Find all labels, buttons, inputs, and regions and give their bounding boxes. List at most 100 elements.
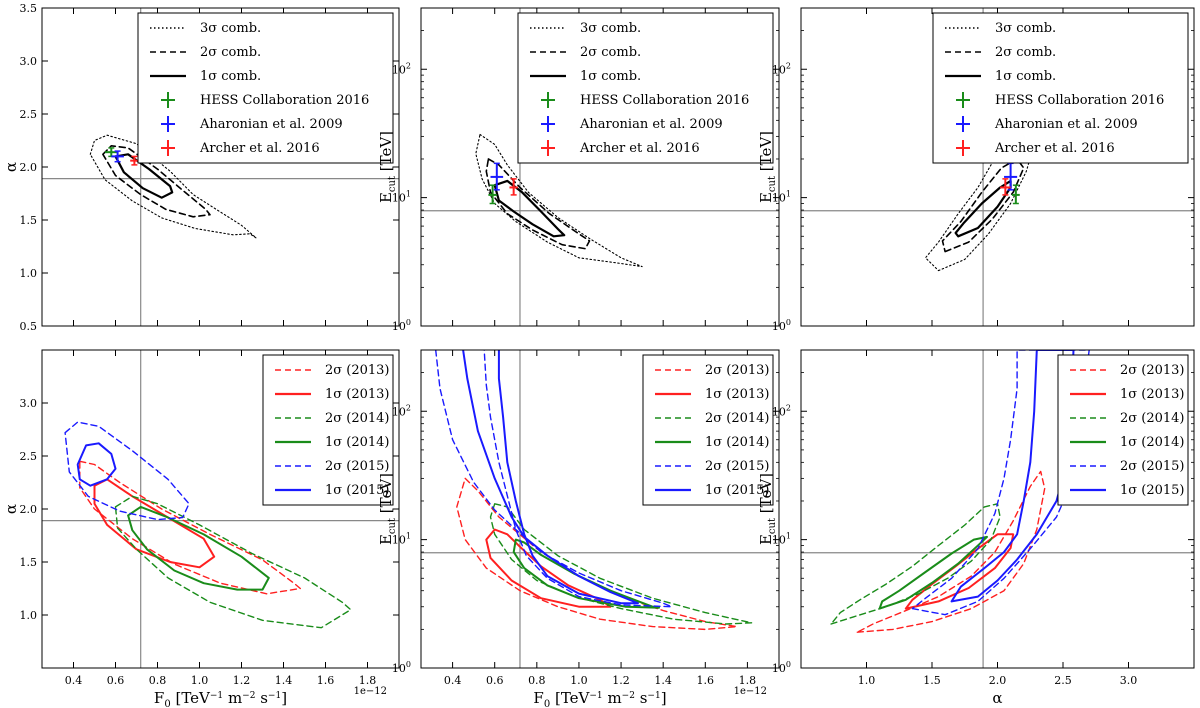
x-tick-label: 0.6 (486, 674, 504, 687)
legend-label: 1σ (2013) (325, 387, 390, 402)
panel-p1: 0.5 1.0 1.5 2.0 2.5 3.0 3.5 α 3σ comb. 2σ comb. 1σ… (2, 2, 400, 333)
legend-item: 2σ (2015) (655, 459, 770, 474)
legend-label: 1σ comb. (580, 69, 641, 84)
legend-item: 2σ (2013) (655, 363, 770, 378)
contour-0 (856, 470, 1046, 633)
y-axis-label: α (2, 162, 20, 172)
y-tick-label: 3.0 (20, 397, 38, 410)
contour-0 (79, 460, 301, 595)
legend-label: 1σ comb. (995, 69, 1056, 84)
y-axis-label: α (2, 504, 20, 514)
y-tick-label: 100 (392, 318, 411, 333)
x-tick-label: 1.8 (359, 674, 377, 687)
legend-box (642, 354, 774, 506)
y-tick-label: 2.5 (20, 108, 38, 121)
x-tick-label: 0.6 (107, 674, 125, 687)
legend-label: 2σ (2013) (1120, 363, 1185, 378)
x-offset-label: 1e−12 (734, 686, 767, 697)
panel-p4: 1.01.52.02.53.00.4 0.6 0.8 1.0 1.2 1.4 1.6 1.81… (2, 349, 400, 708)
legend-item: 3σ comb. (150, 21, 261, 36)
y-axis-label: Ecut [TeV] (377, 131, 398, 203)
errorbar-point-2 (509, 178, 518, 196)
legend-label: 2σ (2015) (1120, 459, 1185, 474)
legend-item: 2σ (2014) (1070, 411, 1185, 426)
plot-area (42, 8, 399, 326)
errorbar-point-1 (490, 162, 504, 191)
x-offset-label: 1e−12 (354, 686, 387, 697)
x-axis-label: α (992, 689, 1002, 707)
legend-label: 2σ comb. (995, 45, 1056, 60)
legend: 2σ (2013) 1σ (2013) 2σ (2014) 1σ (2014) 2σ (… (642, 354, 774, 506)
x-ticks (73, 8, 368, 326)
contour-1 (485, 158, 591, 250)
legend-item: 1σ (2015) (655, 483, 770, 498)
x-tick-label: 1.8 (739, 674, 757, 687)
legend-label: HESS Collaboration 2016 (580, 93, 749, 108)
legend-item: 1σ (2013) (1070, 387, 1185, 402)
x-tick-label: 1.0 (570, 674, 588, 687)
contour-0 (89, 134, 257, 239)
contour-3 (512, 538, 660, 609)
x-tick-label: 1.0 (858, 674, 876, 687)
legend-label: 3σ comb. (580, 21, 641, 36)
errorbar-point-0 (1011, 184, 1020, 205)
contour-3 (878, 535, 988, 610)
contour-3 (127, 505, 270, 591)
legend-label: Archer et al. 2016 (994, 141, 1115, 156)
legend-item: HESS Collaboration 2016 (956, 92, 1164, 108)
legend: 3σ comb. 2σ comb. 1σ comb. HESS Collaborati… (932, 12, 1189, 164)
x-ticks: 0.4 0.6 0.8 1.0 1.2 1.4 1.6 1.8 (444, 350, 756, 687)
legend-item: 2σ (2013) (275, 363, 390, 378)
legend: 3σ comb. 2σ comb. 1σ comb. HESS Collaborati… (137, 12, 394, 164)
contour-1 (904, 533, 1015, 610)
x-ticks: 1.0 1.5 2.0 2.5 3.0 (858, 350, 1137, 687)
legend-item: Aharonian et al. 2009 (161, 116, 343, 132)
plot-area (801, 350, 1194, 668)
legend-item: 2σ (2015) (275, 459, 390, 474)
contour-0 (475, 133, 643, 268)
legend-label: 2σ comb. (200, 45, 261, 60)
legend-label: 1σ (2014) (705, 435, 770, 450)
x-tick-label: 1.4 (275, 674, 293, 687)
legend: 2σ (2013) 1σ (2013) 2σ (2014) 1σ (2014) 2σ (… (262, 354, 394, 506)
contour-1 (485, 528, 612, 608)
y-tick-label: 1.0 (20, 267, 38, 280)
legend-label: 2σ (2015) (705, 459, 770, 474)
legend-item: 1σ (2014) (275, 435, 390, 450)
y-tick-label: 102 (392, 61, 411, 76)
legend-item: 1σ (2014) (1070, 435, 1185, 450)
legend-label: 1σ comb. (200, 69, 261, 84)
legend-box (517, 12, 774, 164)
x-ticks: 0.4 0.6 0.8 1.0 1.2 1.4 1.6 1.8 (65, 350, 377, 687)
contour-5 (950, 350, 1075, 603)
contour-1 (102, 145, 211, 218)
y-tick-label: 102 (772, 61, 791, 76)
legend-label: 2σ comb. (580, 45, 641, 60)
contour-4 (911, 350, 1090, 616)
legend-label: 2σ (2013) (325, 363, 390, 378)
legend-label: 3σ comb. (995, 21, 1056, 36)
axes-frame (420, 349, 780, 669)
legend-item: 2σ comb. (530, 45, 641, 60)
y-tick-label: 100 (392, 660, 411, 675)
plot-area (42, 350, 399, 668)
errorbar-point-0 (488, 184, 497, 205)
legend-item: Aharonian et al. 2009 (541, 116, 723, 132)
legend-label: 1σ (2014) (1120, 435, 1185, 450)
x-tick-label: 1.0 (191, 674, 209, 687)
x-tick-label: 1.5 (923, 674, 941, 687)
legend-label: 1σ (2013) (705, 387, 770, 402)
errorbar-point-0 (105, 147, 118, 158)
x-tick-label: 0.8 (149, 674, 167, 687)
contour-4 (64, 421, 190, 521)
legend-label: 1σ (2013) (1120, 387, 1185, 402)
plot-area (421, 8, 779, 326)
y-tick-label: 1.0 (20, 609, 38, 622)
legend-item: 1σ (2013) (655, 387, 770, 402)
y-tick-label: 102 (772, 403, 791, 418)
legend-item: Archer et al. 2016 (161, 140, 320, 156)
y-tick-label: 0.5 (20, 320, 38, 333)
